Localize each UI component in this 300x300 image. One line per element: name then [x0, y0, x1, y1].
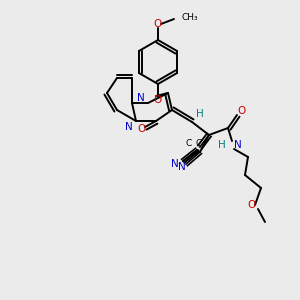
- Text: C: C: [186, 140, 192, 148]
- Text: N: N: [234, 140, 242, 150]
- Text: N: N: [125, 122, 133, 132]
- Text: H: H: [196, 109, 204, 119]
- Text: O: O: [138, 124, 146, 134]
- Text: O: O: [154, 19, 162, 29]
- Text: O: O: [238, 106, 246, 116]
- Text: CH₃: CH₃: [182, 13, 199, 22]
- Text: N: N: [178, 162, 186, 172]
- Text: O: O: [154, 95, 162, 105]
- Text: N: N: [137, 93, 145, 103]
- Text: N: N: [171, 159, 179, 169]
- Text: O: O: [247, 200, 255, 210]
- Text: H: H: [218, 140, 226, 150]
- Text: C: C: [196, 140, 202, 148]
